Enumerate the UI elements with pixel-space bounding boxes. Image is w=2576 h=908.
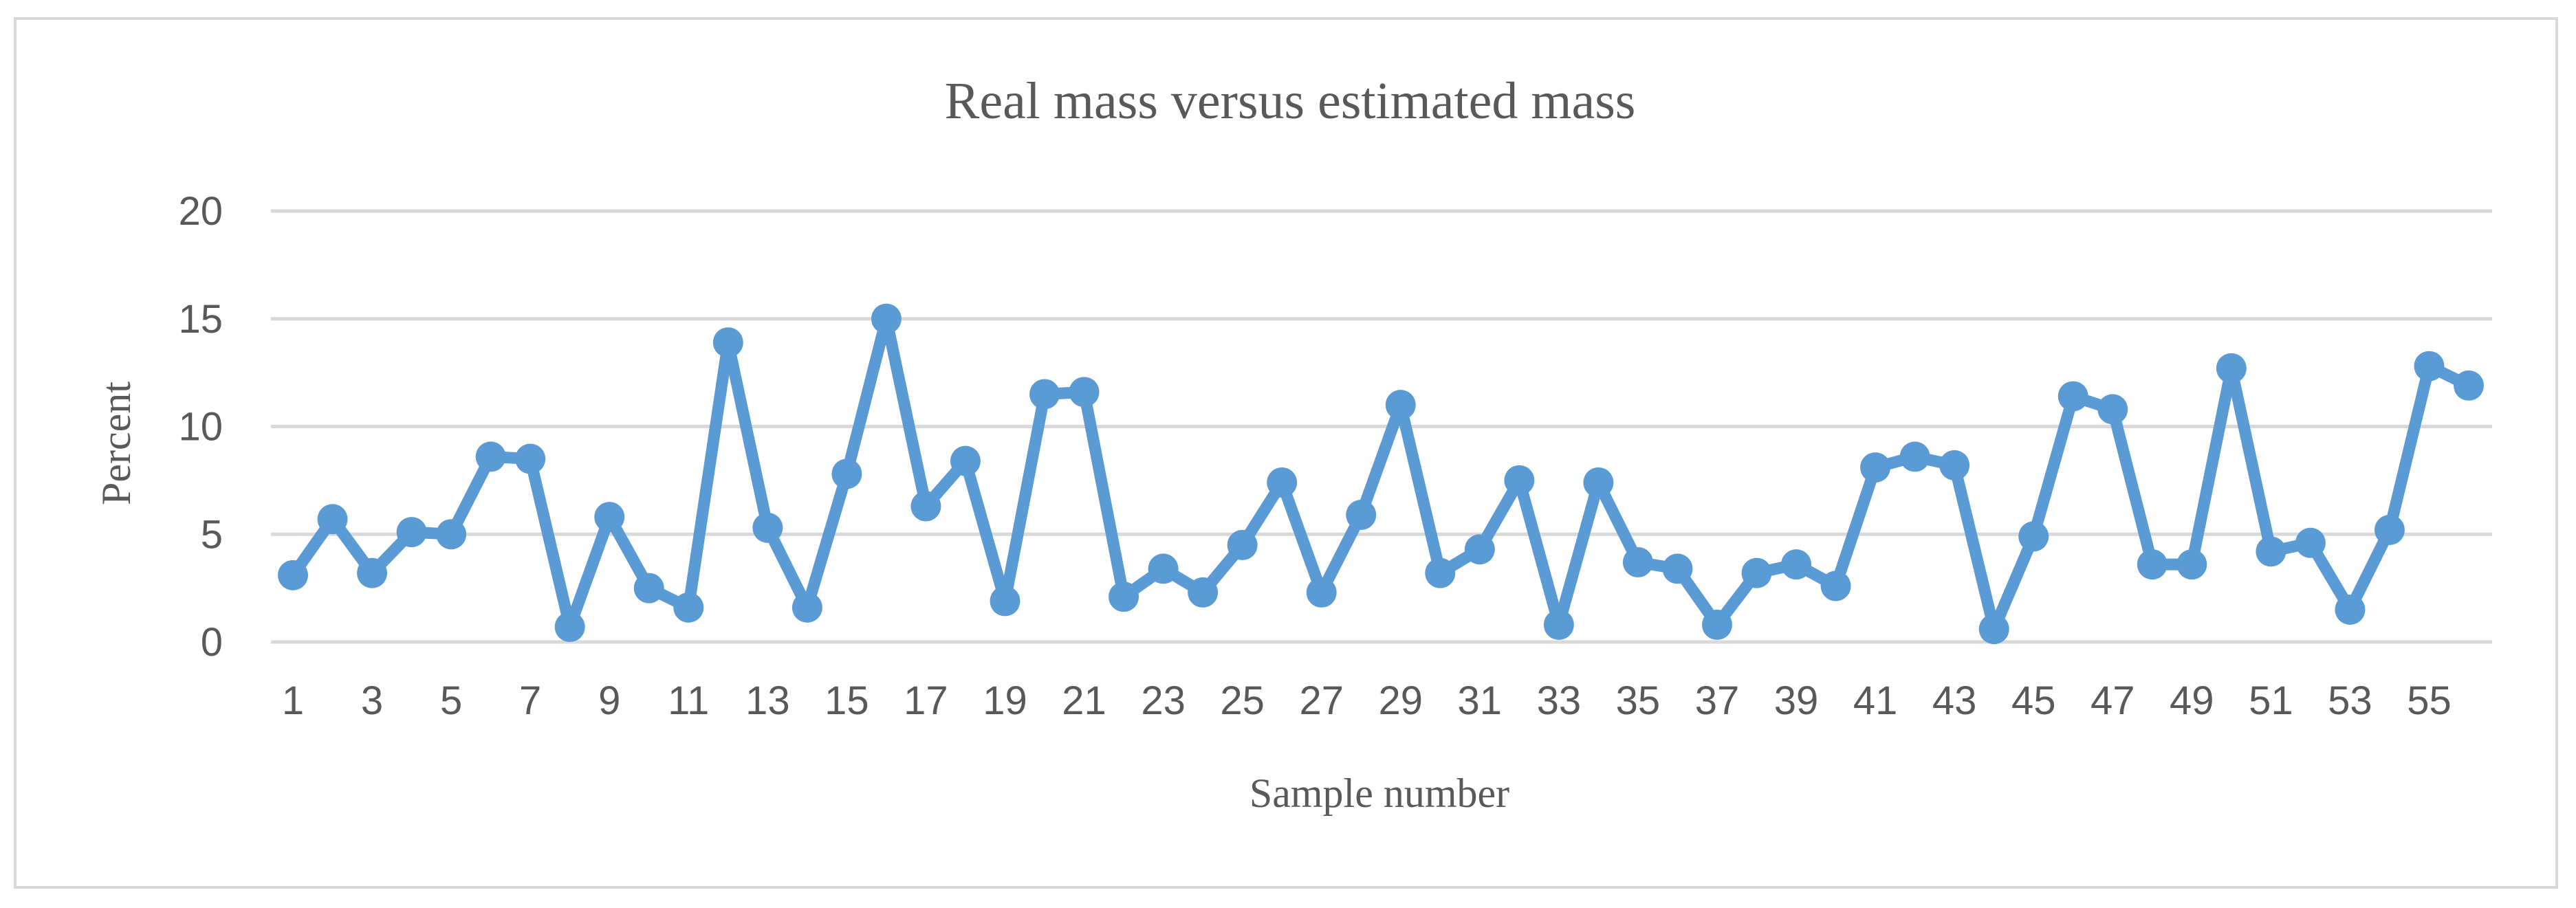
data-point [673,592,704,623]
data-point [2454,370,2484,401]
data-point [2256,536,2286,567]
data-point [1385,390,1416,421]
data-point [1188,577,1219,608]
x-tick-label: 15 [825,678,869,723]
x-tick-label: 1 [282,678,304,723]
data-point [633,573,664,604]
x-tick-label: 33 [1537,678,1582,723]
data-point [2414,351,2445,381]
data-point [2295,527,2326,558]
x-tick-label: 19 [983,678,1027,723]
data-point [1148,553,1179,584]
x-tick-label: 47 [2091,678,2135,723]
data-point [2057,381,2088,412]
data-point [1978,614,2009,645]
x-tick-label: 3 [361,678,383,723]
data-point [1622,547,1653,578]
data-point [1267,467,1298,498]
x-tick-label: 7 [519,678,541,723]
data-point [1899,441,1930,472]
data-point [1504,465,1535,496]
x-tick-label: 51 [2249,678,2293,723]
y-tick-label: 15 [178,297,223,342]
data-point [515,443,546,474]
chart-frame: Real mass versus estimated mass 0 5 10 15 20… [14,17,2558,889]
series [278,303,2484,645]
x-tick-label: 49 [2170,678,2214,723]
data-point [2176,549,2207,580]
data-point [1820,571,1851,601]
x-tick-label: 11 [668,678,709,723]
x-tick-label: 29 [1379,678,1423,723]
y-tick-label: 20 [178,189,223,234]
x-tick-label: 25 [1220,678,1265,723]
x-tick-label: 41 [1853,678,1898,723]
data-point [2374,514,2405,545]
x-axis-ticks: 1 3 5 7 9 11 13 15 17 19 21 23 25 27 29 31 33 35 37 39 41 43 4… [282,678,2452,723]
chart-title: Real mass versus estimated mass [945,72,1636,130]
data-point [2097,394,2128,425]
data-point [475,441,506,472]
y-tick-label: 5 [201,512,223,557]
data-point [554,612,585,643]
series-line [287,313,2475,635]
data-point [1069,377,1100,408]
data-point [871,303,902,334]
data-point [594,502,625,533]
data-point [1860,452,1891,483]
data-point [752,512,783,543]
y-axis-title: Percent [94,381,139,505]
data-point [1425,557,1456,588]
x-tick-label: 31 [1458,678,1503,723]
data-point [278,560,308,590]
data-point [396,517,427,548]
x-tick-label: 37 [1695,678,1740,723]
data-point [2137,549,2168,580]
data-point [1781,549,1812,580]
y-tick-label: 0 [201,620,223,665]
x-tick-label: 21 [1062,678,1106,723]
data-point [2216,353,2247,384]
data-point [910,491,941,522]
data-point [792,592,822,623]
x-axis-title: Sample number [1249,771,1509,816]
data-point [357,557,388,588]
data-point [1346,500,1377,531]
data-point [831,458,862,489]
data-point [2018,521,2049,552]
data-point [712,327,743,358]
x-tick-label: 35 [1616,678,1661,723]
x-tick-label: 23 [1141,678,1186,723]
data-point [1662,553,1693,584]
data-point [1029,379,1060,410]
data-point [436,519,467,550]
data-point [990,586,1020,617]
x-tick-label: 27 [1299,678,1344,723]
data-point [1583,467,1614,498]
x-tick-label: 39 [1774,678,1819,723]
data-point [1939,450,1970,480]
line-chart: Real mass versus estimated mass 05101520… [94,72,2492,816]
data-point [1109,582,1139,612]
data-point [1741,557,1772,588]
data-point [317,504,348,535]
x-tick-label: 55 [2407,678,2452,723]
y-tick-label: 10 [178,405,223,450]
x-tick-label: 13 [745,678,790,723]
x-tick-label: 45 [2011,678,2056,723]
data-point [950,445,981,476]
data-point [1464,534,1495,565]
x-tick-label: 17 [904,678,948,723]
x-tick-label: 53 [2328,678,2372,723]
x-tick-label: 5 [440,678,462,723]
data-point [1227,529,1258,560]
x-tick-label: 43 [1932,678,1977,723]
data-point [1701,609,1732,640]
x-tick-label: 9 [598,678,620,723]
data-point [1543,609,1574,640]
data-point [1306,577,1337,608]
data-point [2335,594,2366,625]
y-axis-ticks: 0 5 10 15 20 [178,189,223,665]
gridlines [271,209,2492,644]
